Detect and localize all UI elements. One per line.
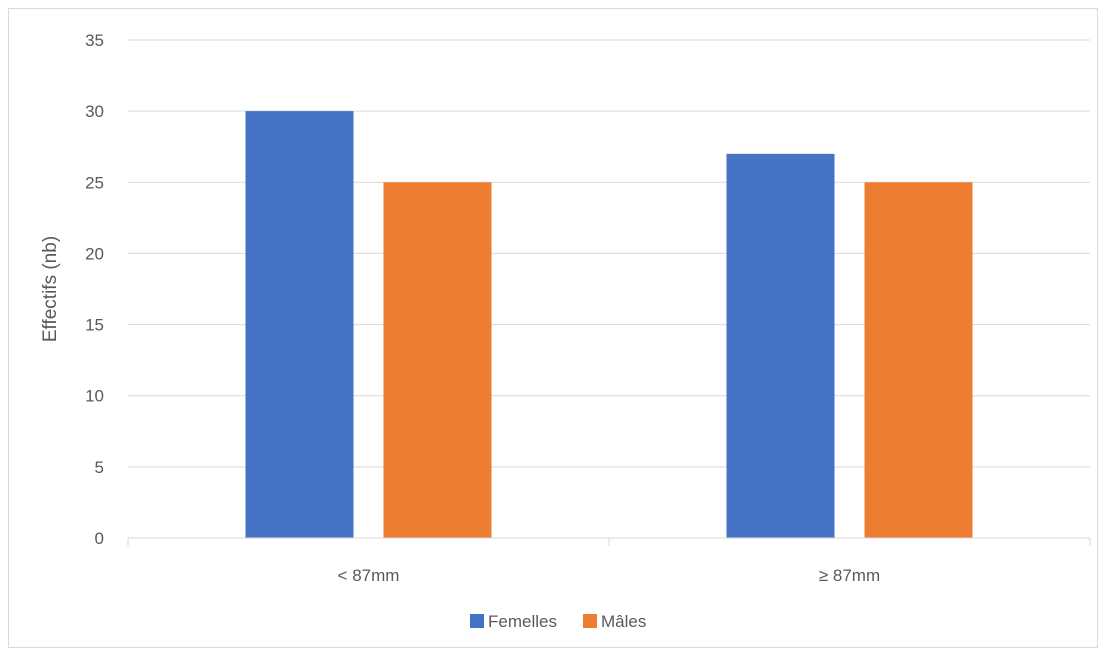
y-tick-label: 10 [85, 387, 104, 406]
y-tick-label: 5 [95, 458, 104, 477]
bar-0-0 [245, 111, 354, 539]
x-tick-labels: < 87mm ≥ 87mm [338, 566, 881, 585]
legend-label: Femelles [488, 612, 557, 631]
legend-swatch [470, 614, 484, 628]
y-tick-label: 20 [85, 244, 104, 263]
y-axis-title: Effectifs (nb) [40, 236, 61, 342]
y-tick-label: 15 [85, 316, 104, 335]
bar-0-1 [383, 182, 492, 539]
x-tick-label: < 87mm [338, 566, 400, 585]
y-tick-label: 30 [85, 102, 104, 121]
legend-swatch [583, 614, 597, 628]
bar-1-0 [726, 153, 835, 539]
y-tick-label: 25 [85, 173, 104, 192]
y-tick-label: 0 [95, 529, 104, 548]
y-tick-labels: 0 5 10 15 20 25 30 35 [85, 31, 104, 548]
bar-1-1 [864, 182, 973, 539]
x-tick-label: ≥ 87mm [819, 566, 880, 585]
legend-label: Mâles [601, 612, 646, 631]
bars [245, 111, 973, 539]
y-tick-label: 35 [85, 31, 104, 50]
legend: Femelles Mâles [470, 612, 646, 631]
